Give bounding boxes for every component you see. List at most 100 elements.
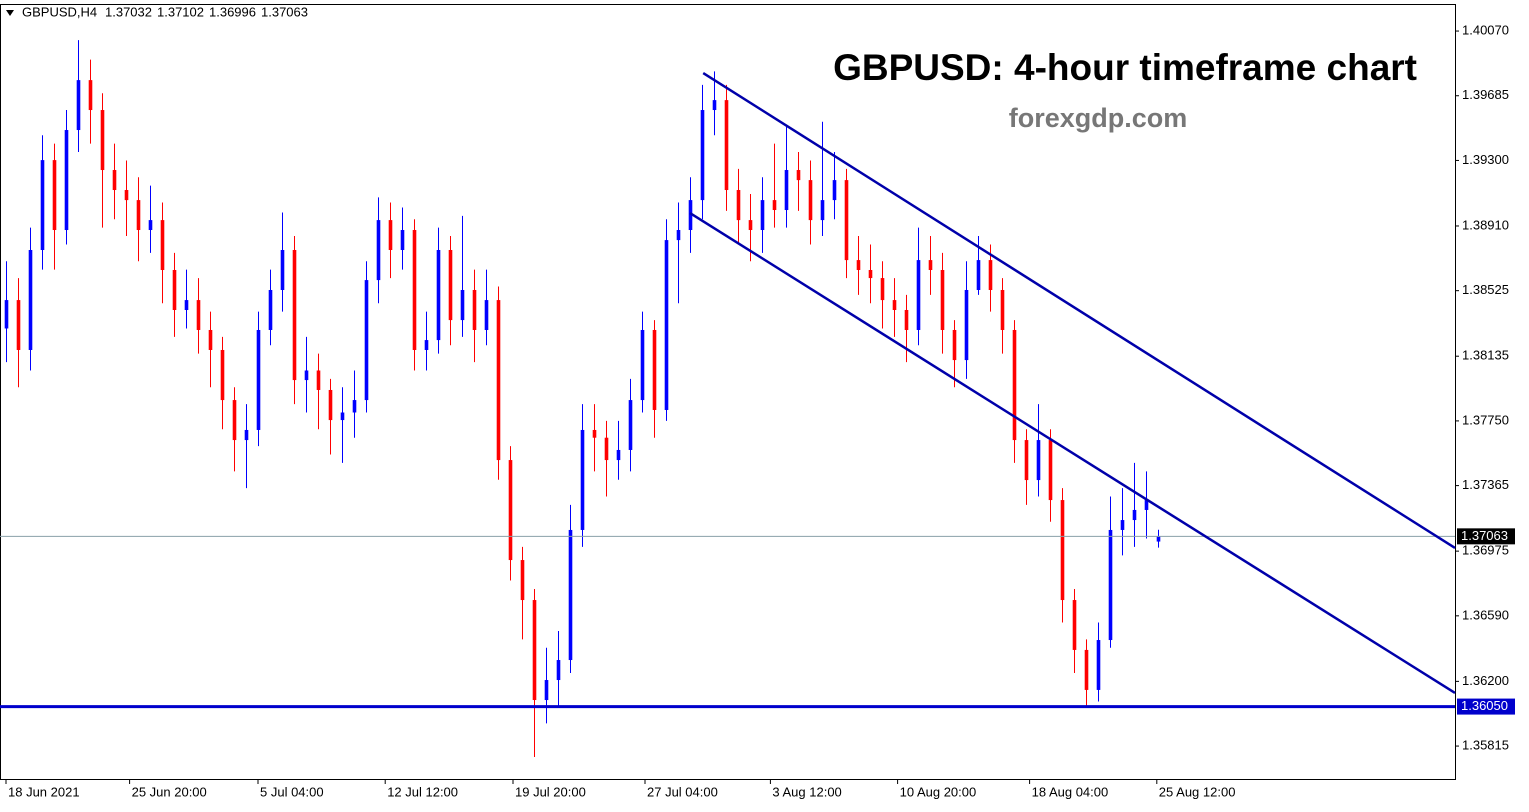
candle-body xyxy=(676,230,681,241)
candle-body xyxy=(904,309,909,330)
candle-body xyxy=(16,300,21,350)
candle-body xyxy=(736,190,741,221)
candle-body xyxy=(352,400,357,413)
candle-body xyxy=(640,329,645,401)
trend-line xyxy=(702,72,1456,549)
candle-body xyxy=(304,370,309,381)
candle-body xyxy=(820,200,825,221)
y-tick-label: 1.39685 xyxy=(1462,87,1509,102)
candle-body xyxy=(496,300,501,461)
candle-body xyxy=(220,349,225,401)
candle-body xyxy=(604,437,609,461)
candle-body xyxy=(784,170,789,211)
y-tick-label: 1.40070 xyxy=(1462,22,1509,37)
candle-body xyxy=(448,250,453,321)
candle-body xyxy=(988,260,993,290)
candle-body xyxy=(292,250,297,381)
candle-body xyxy=(1036,440,1041,481)
candle-body xyxy=(124,190,129,201)
candle-body xyxy=(400,230,405,251)
candle-body xyxy=(544,680,549,701)
candle-body xyxy=(832,180,837,201)
y-tick-label: 1.36975 xyxy=(1462,543,1509,558)
y-tick-label: 1.38525 xyxy=(1462,282,1509,297)
x-tick-label: 5 Jul 04:00 xyxy=(260,784,324,799)
candle-body xyxy=(268,289,273,330)
candle-body xyxy=(964,289,969,361)
candle-body xyxy=(556,660,561,681)
candle-body xyxy=(364,280,369,401)
candle-body xyxy=(592,429,597,438)
candle-body xyxy=(1000,289,1005,330)
candle-body xyxy=(328,389,333,421)
candle-body xyxy=(628,400,633,450)
candle-body xyxy=(52,160,57,231)
candle-body xyxy=(760,200,765,231)
candle-body xyxy=(64,130,69,231)
candle-body xyxy=(952,329,957,361)
current-price-label: 1.37063 xyxy=(1461,528,1508,543)
trend-line xyxy=(689,211,1456,695)
candle-body xyxy=(76,80,81,131)
ohlc-close: 1.37063 xyxy=(261,4,308,19)
candle-body xyxy=(1072,600,1077,650)
candle-body xyxy=(136,200,141,231)
candle-body xyxy=(940,270,945,330)
current-price-box xyxy=(1457,528,1515,545)
y-tick-label: 1.36200 xyxy=(1462,673,1509,688)
x-tick-label: 27 Jul 04:00 xyxy=(647,784,718,799)
candle-body xyxy=(532,600,537,701)
y-tick-label: 1.37750 xyxy=(1462,412,1509,427)
y-tick-label: 1.38910 xyxy=(1462,217,1509,232)
candle-body xyxy=(844,180,849,261)
y-tick-label: 1.36590 xyxy=(1462,607,1509,622)
x-tick-label: 12 Jul 12:00 xyxy=(387,784,458,799)
candle-body xyxy=(112,170,117,191)
x-tick-label: 19 Jul 20:00 xyxy=(515,784,586,799)
symbol: GBPUSD,H4 xyxy=(22,4,97,19)
x-tick-label: 18 Aug 04:00 xyxy=(1032,784,1109,799)
candle-body xyxy=(508,460,513,561)
candle-body xyxy=(208,329,213,350)
candle-body xyxy=(280,250,285,290)
candle-body xyxy=(724,100,729,191)
y-tick-label: 1.37365 xyxy=(1462,477,1509,492)
candle-body xyxy=(1096,640,1101,690)
ohlc-low: 1.36996 xyxy=(209,4,256,19)
candle-body xyxy=(700,110,705,201)
candle-body xyxy=(580,429,585,530)
menu-triangle xyxy=(6,10,14,16)
candle-body xyxy=(892,300,897,310)
ohlc-open: 1.37032 xyxy=(105,4,152,19)
y-tick-label: 1.38135 xyxy=(1462,348,1509,363)
candle-body xyxy=(664,240,669,410)
candle-body xyxy=(424,340,429,350)
candle-body xyxy=(1156,536,1161,542)
candle-body xyxy=(340,412,345,421)
level-box xyxy=(1457,698,1515,715)
y-tick-label: 1.39300 xyxy=(1462,152,1509,167)
candle-body xyxy=(88,80,93,111)
x-tick-label: 3 Aug 12:00 xyxy=(772,784,841,799)
candle-body xyxy=(928,260,933,271)
candle-body xyxy=(868,270,873,279)
candle-body xyxy=(460,289,465,321)
candle-body xyxy=(316,370,321,390)
candle-body xyxy=(568,529,573,661)
candle-body xyxy=(712,100,717,111)
ohlc-high: 1.37102 xyxy=(157,4,204,19)
candle-body xyxy=(880,278,885,301)
candle-body xyxy=(1144,500,1149,510)
candle-body xyxy=(916,260,921,330)
candle-body xyxy=(1132,509,1137,521)
candle-body xyxy=(616,449,621,461)
candle-body xyxy=(976,260,981,290)
candle-body xyxy=(1012,329,1017,441)
x-tick-label: 25 Aug 12:00 xyxy=(1159,784,1236,799)
candle-body xyxy=(160,220,165,271)
candle-body xyxy=(28,250,33,350)
candle-body xyxy=(652,329,657,410)
candle-body xyxy=(748,220,753,231)
candle-body xyxy=(1060,500,1065,601)
